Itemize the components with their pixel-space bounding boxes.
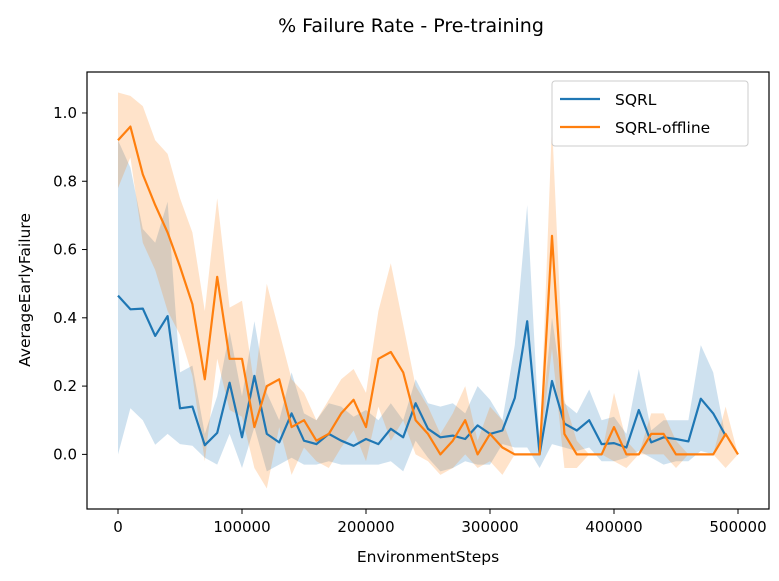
line-sqrl	[117, 294, 727, 456]
y-tick-label: 0.4	[53, 309, 77, 327]
y-tick-label: 0.6	[53, 241, 77, 259]
line-sqrl-offline	[117, 125, 739, 456]
y-axis: 0.0 0.2 0.4 0.6 0.8 1.0	[53, 104, 87, 463]
y-tick-label: 0.8	[53, 172, 77, 190]
x-tick-label: 100000	[213, 518, 270, 536]
x-tick-label: 0	[113, 518, 123, 536]
y-tick-label: 1.0	[53, 104, 77, 122]
band-sqrl-offline	[118, 92, 738, 489]
y-tick-label: 0.2	[53, 377, 77, 395]
y-axis-label: AverageEarlyFailure	[16, 213, 34, 367]
x-tick-label: 500000	[709, 518, 766, 536]
chart-title: % Failure Rate - Pre-training	[278, 15, 544, 37]
legend-label-sqrl-offline: SQRL-offline	[615, 119, 710, 137]
y-tick-label: 0.0	[53, 445, 77, 463]
x-axis: 0 100000 200000 300000 400000 500000	[113, 509, 767, 536]
x-tick-label: 200000	[337, 518, 394, 536]
plot-frame	[86, 71, 770, 510]
legend-frame	[551, 80, 749, 147]
x-tick-label: 400000	[585, 518, 642, 536]
x-axis-label: EnvironmentSteps	[357, 548, 499, 566]
series-lines	[117, 125, 739, 456]
legend: SQRL SQRL-offline	[551, 80, 749, 147]
legend-label-sqrl: SQRL	[615, 91, 657, 109]
x-tick-label: 300000	[461, 518, 518, 536]
